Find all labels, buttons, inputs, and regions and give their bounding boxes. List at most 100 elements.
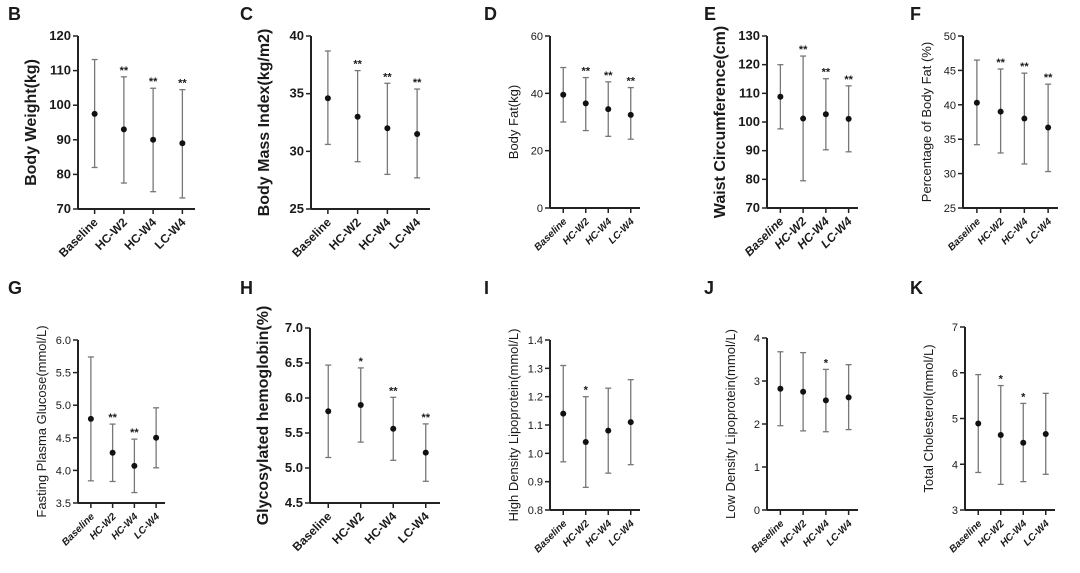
significance-marker: ** <box>389 385 398 397</box>
y-tick-label: 4.5 <box>285 495 303 510</box>
mean-point <box>560 410 567 417</box>
y-axis-label: Total Cholesterol(mmol/L) <box>921 344 936 492</box>
significance-marker: ** <box>604 70 613 82</box>
y-axis-label: Body Weight(kg) <box>23 59 40 186</box>
y-tick-label: 3 <box>952 505 958 517</box>
mean-point <box>150 136 157 143</box>
y-axis-label: Glycosylated hemoglobin(%) <box>255 306 272 526</box>
x-tick-label: Baseline <box>948 518 985 555</box>
y-tick-label: 2 <box>754 419 760 431</box>
significance-marker: ** <box>149 76 158 88</box>
panel-letter: C <box>240 4 253 24</box>
y-tick-label: 6.0 <box>56 335 71 347</box>
y-tick-label: 4 <box>754 333 760 345</box>
mean-point <box>414 131 421 138</box>
mean-point <box>997 108 1004 115</box>
mean-point <box>845 115 852 122</box>
significance-marker: ** <box>120 65 129 77</box>
x-tick-label: HC-W4 <box>122 215 160 253</box>
mean-point <box>1021 115 1028 122</box>
y-tick-label: 5.0 <box>56 400 71 412</box>
y-tick-label: 100 <box>49 97 71 112</box>
panel-letter: H <box>240 278 253 298</box>
y-axis-label: Waist Circumference(cm) <box>712 26 729 218</box>
x-tick-label: HC-W4 <box>1000 216 1031 247</box>
mean-point <box>120 126 127 133</box>
mean-point <box>560 91 567 98</box>
mean-point <box>605 106 612 113</box>
mean-point <box>975 420 982 427</box>
panel-letter: B <box>8 4 21 24</box>
y-tick-label: 100 <box>738 114 760 129</box>
y-tick-label: 5.5 <box>56 368 71 380</box>
panel-letter: F <box>910 4 921 24</box>
y-tick-label: 3 <box>754 376 760 388</box>
y-tick-label: 5.5 <box>285 425 303 440</box>
panel-letter: I <box>484 278 489 298</box>
significance-marker: * <box>999 374 1004 386</box>
mean-point <box>822 397 829 404</box>
mean-point <box>153 434 160 441</box>
y-tick-label: 50 <box>944 31 956 43</box>
x-tick-label: HC-W2 <box>329 509 367 547</box>
y-tick-label: 90 <box>746 143 760 158</box>
mean-point <box>1042 431 1049 438</box>
y-tick-label: 1.0 <box>528 448 543 460</box>
x-tick-label: Baseline <box>946 216 983 253</box>
y-tick-label: 40 <box>531 88 543 100</box>
panel-letter: K <box>910 278 923 298</box>
mean-point <box>800 115 807 122</box>
y-tick-label: 40 <box>290 28 304 43</box>
y-axis-label: High Density Lipoprotein(mmol/L) <box>506 329 521 522</box>
y-axis-label: Low Density Lipoprotein(mmol/L) <box>723 329 738 519</box>
y-tick-label: 110 <box>739 85 760 100</box>
mean-point <box>627 419 634 426</box>
significance-marker: ** <box>822 67 831 79</box>
y-axis-label: Fasting Plasma Glucose(mmol/L) <box>34 325 49 517</box>
x-tick-label: LC-W4 <box>1022 518 1052 548</box>
y-tick-label: 30 <box>944 169 956 181</box>
mean-point <box>91 110 98 117</box>
panel-letter: G <box>8 278 22 298</box>
significance-marker: ** <box>421 412 430 424</box>
x-tick-label: LC-W4 <box>607 518 637 548</box>
y-tick-label: 7 <box>952 322 958 334</box>
significance-marker: ** <box>178 78 187 90</box>
x-tick-label: Baseline <box>533 518 570 555</box>
mean-point <box>777 385 784 392</box>
y-tick-label: 1.2 <box>528 392 543 404</box>
x-tick-label: LC-W4 <box>607 216 637 246</box>
significance-marker: ** <box>799 44 808 56</box>
significance-marker: ** <box>581 66 590 78</box>
y-tick-label: 20 <box>531 146 543 158</box>
y-tick-label: 4 <box>952 459 958 471</box>
y-tick-label: 35 <box>944 134 956 146</box>
panel-f: F 25 30 35 40 45 50 Percentage of Body Fat (%) B… <box>910 4 1058 253</box>
mean-point <box>109 449 116 456</box>
mean-point <box>605 427 612 434</box>
y-tick-label: 70 <box>57 201 71 216</box>
significance-marker: * <box>584 385 589 397</box>
y-tick-label: 70 <box>746 200 760 215</box>
significance-marker: * <box>1021 391 1026 403</box>
mean-point <box>777 93 784 100</box>
panel-b: B 70 80 90 100 110 120 Body Weight(kg) Baseline H… <box>8 4 195 260</box>
x-tick-label: Baseline <box>56 215 101 260</box>
significance-marker: ** <box>130 427 139 439</box>
panel-i: I 0.8 0.9 1.0 1.1 1.2 1.3 1.4 High Density Lipop… <box>484 278 640 555</box>
y-tick-label: 1 <box>754 462 760 474</box>
y-tick-label: 4.5 <box>56 433 71 445</box>
x-tick-label: LC-W4 <box>395 509 432 546</box>
panel-g: G 3.5 4.0 4.5 5.0 5.5 6.0 Fasting Plasma Glucos… <box>8 278 165 548</box>
mean-point <box>422 449 429 456</box>
x-tick-label: Baseline <box>290 509 335 554</box>
significance-marker: * <box>824 357 829 369</box>
y-tick-label: 80 <box>746 171 760 186</box>
mean-point <box>131 462 138 469</box>
mean-point <box>357 402 364 408</box>
y-tick-label: 0.8 <box>528 505 543 517</box>
x-tick-label: Baseline <box>750 518 787 555</box>
x-tick-label: HC-W4 <box>362 509 400 547</box>
